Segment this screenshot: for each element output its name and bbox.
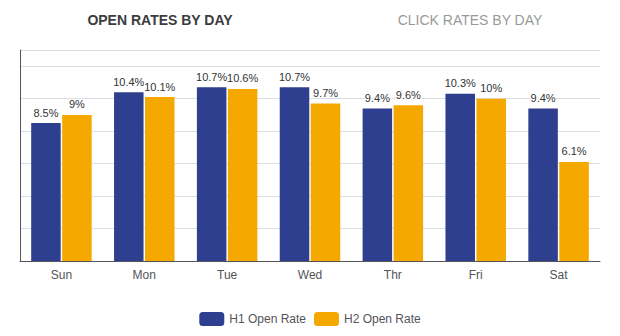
svg-text:9.4%: 9.4% — [531, 92, 556, 104]
svg-text:10.6%: 10.6% — [227, 72, 258, 84]
svg-text:8.5%: 8.5% — [33, 107, 58, 119]
svg-text:Wed: Wed — [298, 268, 322, 282]
svg-text:10.4%: 10.4% — [113, 76, 144, 88]
svg-text:9.6%: 9.6% — [396, 89, 421, 101]
svg-text:6.1%: 6.1% — [562, 145, 587, 157]
svg-text:Thr: Thr — [384, 268, 402, 282]
svg-text:10.1%: 10.1% — [144, 81, 175, 93]
svg-text:CLICK RATES BY DAY: CLICK RATES BY DAY — [398, 12, 543, 28]
svg-text:OPEN RATES BY DAY: OPEN RATES BY DAY — [87, 12, 233, 28]
svg-text:Sat: Sat — [550, 268, 569, 282]
svg-text:10.7%: 10.7% — [279, 71, 310, 83]
svg-text:10%: 10% — [480, 82, 502, 94]
svg-text:Fri: Fri — [469, 268, 483, 282]
svg-text:9.7%: 9.7% — [313, 87, 338, 99]
svg-text:10.7%: 10.7% — [196, 71, 227, 83]
svg-text:9%: 9% — [69, 98, 85, 110]
svg-text:Mon: Mon — [133, 268, 156, 282]
svg-text:9.4%: 9.4% — [365, 92, 390, 104]
svg-text:H2 Open Rate: H2 Open Rate — [344, 312, 421, 326]
svg-text:10.3%: 10.3% — [445, 77, 476, 89]
svg-text:H1 Open Rate: H1 Open Rate — [229, 312, 306, 326]
svg-text:Sun: Sun — [51, 268, 72, 282]
svg-text:Tue: Tue — [217, 268, 238, 282]
